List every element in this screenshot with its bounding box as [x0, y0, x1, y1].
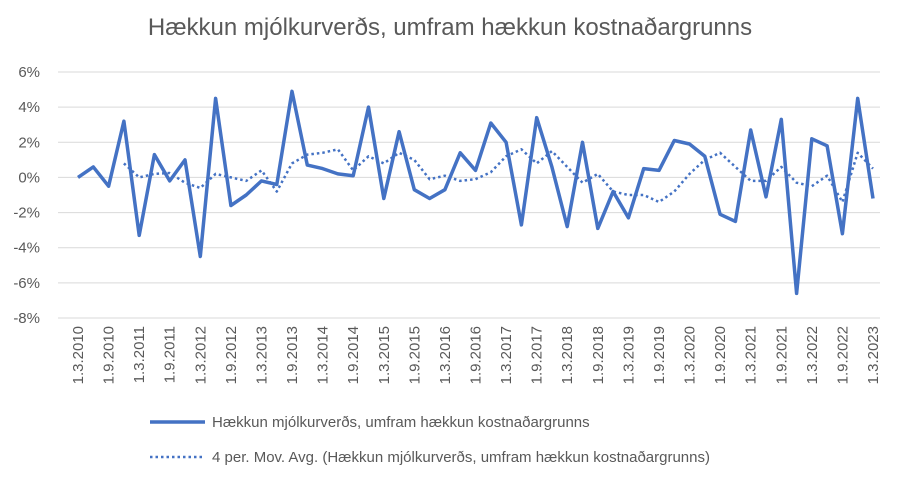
x-tick-label: 1.3.2017 — [498, 326, 515, 384]
x-tick-label: 1.9.2014 — [345, 326, 362, 384]
x-tick-label: 1.9.2019 — [651, 326, 668, 384]
x-tick-label: 1.9.2013 — [284, 326, 301, 384]
x-tick-label: 1.3.2016 — [437, 326, 454, 384]
x-tick-label: 1.3.2013 — [253, 326, 270, 384]
x-tick-label: 1.3.2014 — [315, 326, 332, 384]
x-tick-label: 1.9.2012 — [223, 326, 240, 384]
y-tick-label: -8% — [13, 310, 40, 327]
x-tick-label: 1.3.2023 — [865, 326, 882, 384]
x-tick-label: 1.9.2020 — [712, 326, 729, 384]
legend-label: Hækkun mjólkurverðs, umfram hækkun kostn… — [212, 414, 590, 431]
chart-title: Hækkun mjólkurverðs, umfram hækkun kostn… — [147, 14, 753, 41]
x-tick-label: 1.3.2019 — [620, 326, 637, 384]
y-tick-label: 6% — [18, 64, 40, 81]
y-tick-label: -6% — [13, 275, 40, 292]
y-tick-label: 0% — [18, 169, 40, 186]
y-tick-label: 2% — [18, 134, 40, 151]
x-tick-label: 1.9.2010 — [101, 326, 118, 384]
x-tick-label: 1.3.2018 — [559, 326, 576, 384]
x-tick-label: 1.9.2022 — [834, 326, 851, 384]
x-tick-label: 1.3.2015 — [376, 326, 393, 384]
y-tick-label: -2% — [13, 205, 40, 222]
x-tick-label: 1.3.2021 — [743, 326, 760, 384]
x-tick-label: 1.3.2020 — [682, 326, 699, 384]
series-line-moving-average — [123, 148, 874, 204]
series-line-main — [77, 89, 875, 296]
x-tick-label: 1.9.2017 — [529, 326, 546, 384]
x-tick-label: 1.3.2012 — [192, 326, 209, 384]
x-tick-label: 1.3.2010 — [70, 326, 87, 384]
x-tick-label: 1.9.2021 — [773, 326, 790, 384]
x-tick-label: 1.9.2018 — [590, 326, 607, 384]
x-tick-label: 1.3.2011 — [131, 326, 148, 383]
y-tick-label: -4% — [13, 240, 40, 257]
x-tick-label: 1.3.2022 — [804, 326, 821, 384]
y-tick-label: 4% — [18, 99, 40, 116]
x-tick-label: 1.9.2016 — [468, 326, 485, 384]
x-tick-label: 1.9.2011 — [162, 326, 179, 383]
legend-label: 4 per. Mov. Avg. (Hækkun mjólkurverðs, u… — [212, 449, 710, 466]
x-tick-label: 1.9.2015 — [406, 326, 423, 384]
